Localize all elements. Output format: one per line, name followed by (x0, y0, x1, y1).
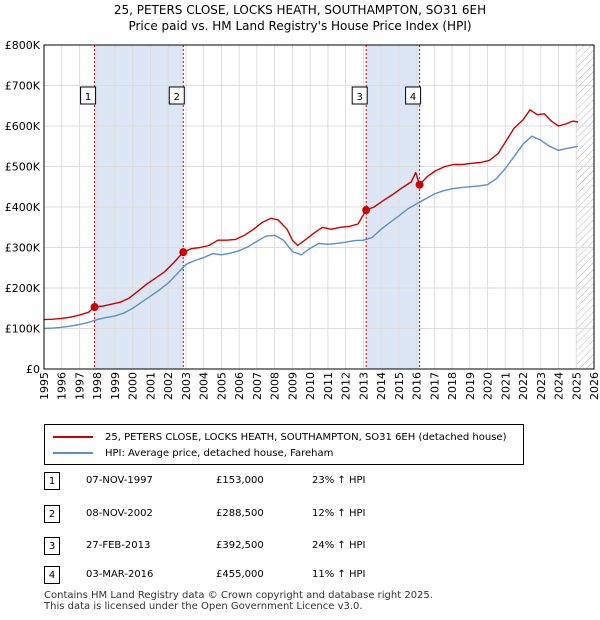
sale-box (405, 86, 422, 105)
x-tick-label: 2025 (570, 372, 583, 400)
legend-label-property: 25, PETERS CLOSE, LOCKS HEATH, SOUTHAMPT… (105, 431, 507, 443)
x-tick-label: 2007 (251, 372, 264, 400)
y-tick-label: £700K (5, 80, 41, 93)
legend: 25, PETERS CLOSE, LOCKS HEATH, SOUTHAMPT… (44, 424, 524, 465)
sale-point (179, 248, 188, 257)
x-tick-label: 2022 (517, 372, 530, 400)
x-tick-label: 2008 (269, 372, 282, 400)
sale-box (80, 86, 97, 105)
x-tick-label: 2026 (588, 372, 600, 400)
x-tick-label: 2010 (304, 372, 317, 400)
sale-row: 2 08-NOV-2002 £288,500 12% ↑ HPI (44, 505, 464, 525)
x-tick-label: 2016 (411, 372, 424, 400)
sale-date: 03-MAR-2016 (86, 569, 154, 580)
x-tick-label: 2020 (482, 372, 495, 400)
sale-box-label: 4 (410, 92, 416, 103)
sale-price: £455,000 (216, 569, 264, 580)
plot-frame (43, 44, 595, 370)
y-tick-label: £800K (5, 39, 41, 52)
sale-hpi-change: 11% ↑ HPI (312, 569, 366, 580)
x-tick-label: 2013 (357, 372, 370, 400)
sale-point (90, 303, 99, 312)
chart-subtitle: Price paid vs. HM Land Registry's House … (128, 19, 472, 33)
x-tick-label: 2023 (535, 372, 548, 400)
sale-box-label: 3 (357, 92, 363, 103)
x-tick-label: 2004 (198, 372, 211, 400)
x-tick-label: 2006 (233, 372, 246, 400)
x-tick-label: 2011 (322, 372, 335, 400)
x-tick-label: 2018 (446, 372, 459, 400)
x-tick-label: 1999 (109, 372, 122, 400)
sale-point (362, 206, 371, 215)
legend-label-hpi: HPI: Average price, detached house, Fare… (105, 447, 334, 459)
sale-price: £392,500 (216, 540, 264, 551)
x-tick-label: 2015 (393, 372, 406, 400)
x-tick-label: 2019 (464, 372, 477, 400)
x-tick-label: 2009 (286, 372, 299, 400)
sale-box (168, 86, 185, 105)
sale-date: 07-NOV-1997 (86, 475, 153, 486)
sale-row: 1 07-NOV-1997 £153,000 23% ↑ HPI (44, 472, 464, 492)
sale-date: 08-NOV-2002 (86, 508, 153, 519)
x-tick-label: 2005 (215, 372, 228, 400)
x-tick-label: 1995 (38, 372, 51, 400)
sale-hpi-change: 23% ↑ HPI (312, 475, 366, 486)
y-tick-label: £200K (5, 282, 41, 295)
footer-licence: This data is licensed under the Open Gov… (44, 601, 363, 612)
sale-row: 4 03-MAR-2016 £455,000 11% ↑ HPI (44, 566, 464, 586)
x-tick-label: 2021 (499, 372, 512, 400)
legend-item-property: 25, PETERS CLOSE, LOCKS HEATH, SOUTHAMPT… (53, 429, 506, 445)
sale-hpi-change: 12% ↑ HPI (312, 508, 366, 519)
legend-item-hpi: HPI: Average price, detached house, Fare… (53, 445, 333, 461)
sale-price: £288,500 (216, 508, 264, 519)
x-tick-label: 2002 (162, 372, 175, 400)
property-price-line (43, 109, 579, 321)
chart-title: 25, PETERS CLOSE, LOCKS HEATH, SOUTHAMPT… (113, 3, 487, 17)
sale-price: £153,000 (216, 475, 264, 486)
sale-box-label: 1 (85, 92, 91, 103)
y-tick-label: £100K (5, 323, 41, 336)
price-chart: 1 2 3 4 £0 £100K £200K £300K £400K £500K £600K £70… (5, 39, 600, 400)
x-tick-label: 2024 (553, 372, 566, 400)
y-tick-label: £400K (5, 201, 41, 214)
sale-date: 27-FEB-2013 (86, 540, 151, 551)
y-tick-label: £0 (26, 363, 40, 376)
x-tick-label: 1996 (56, 372, 69, 400)
y-tick-label: £600K (5, 120, 41, 133)
x-tick-label: 2001 (144, 372, 157, 400)
sale-box-label: 2 (174, 92, 180, 103)
x-tick-label: 2017 (428, 372, 441, 400)
sale-row: 3 27-FEB-2013 £392,500 24% ↑ HPI (44, 537, 464, 557)
legend-swatch-hpi (53, 452, 93, 454)
sale-point (415, 180, 424, 189)
y-tick-label: £300K (5, 242, 41, 255)
x-tick-label: 1997 (73, 372, 86, 400)
legend-swatch-property (53, 436, 93, 438)
x-tick-label: 2014 (375, 372, 388, 400)
y-tick-label: £500K (5, 161, 41, 174)
x-tick-label: 2012 (340, 372, 353, 400)
sale-number-badge: 3 (44, 537, 60, 555)
footer: Contains HM Land Registry data © Crown c… (44, 590, 433, 612)
hpi-line (43, 135, 579, 330)
sale-number-badge: 4 (44, 566, 60, 584)
sale-hpi-change: 24% ↑ HPI (312, 540, 366, 551)
x-tick-label: 2003 (180, 372, 193, 400)
sale-box (351, 86, 368, 105)
footer-copyright: Contains HM Land Registry data © Crown c… (44, 590, 433, 601)
x-tick-label: 2000 (127, 372, 140, 400)
x-tick-label: 1998 (91, 372, 104, 400)
sale-number-badge: 2 (44, 505, 60, 523)
sale-number-badge: 1 (44, 472, 60, 490)
